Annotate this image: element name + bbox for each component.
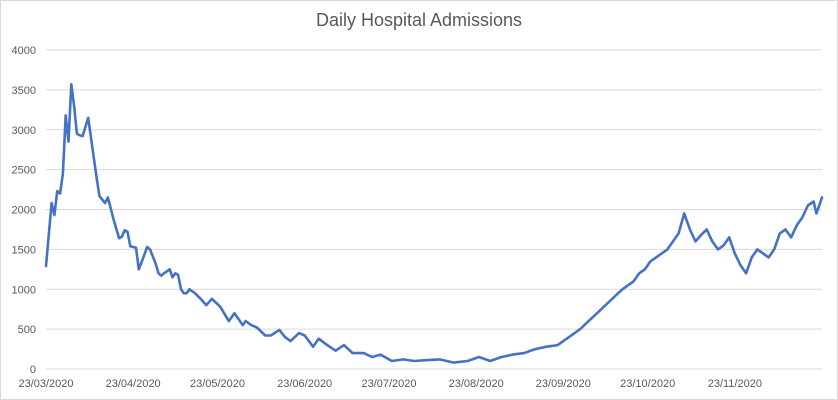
x-tick-label: 23/10/2020 [620, 378, 675, 390]
y-tick-label: 1500 [12, 244, 36, 256]
series-line-0 [44, 83, 824, 364]
x-tick-label: 23/11/2020 [708, 378, 762, 390]
y-tick-label: 3500 [12, 85, 36, 97]
x-tick-label: 23/04/2020 [106, 378, 161, 390]
y-tick-label: 2000 [12, 205, 36, 217]
y-axis-tick-labels: 0 500 1000 1500 2000 2500 3000 3500 4000 [12, 45, 36, 376]
x-tick-label: 23/06/2020 [277, 378, 332, 390]
x-tick-label: 23/05/2020 [190, 378, 245, 390]
y-tick-label: 0 [30, 364, 36, 376]
y-tick-label: 3000 [12, 125, 36, 137]
chart-title: Daily Hospital Admissions [315, 10, 523, 30]
y-tick-label: 1000 [12, 284, 36, 296]
y-tick-label: 2500 [12, 165, 36, 177]
gridlines [46, 49, 822, 370]
x-tick-label: 23/03/2020 [18, 378, 73, 390]
y-tick-label: 4000 [12, 45, 36, 57]
y-tick-label: 500 [18, 324, 36, 336]
x-axis-tick-labels: 23/03/2020 23/04/2020 23/05/2020 23/06/2020… [18, 378, 761, 390]
x-tick-label: 23/08/2020 [449, 378, 504, 390]
series-layer [44, 83, 824, 364]
x-tick-label: 23/07/2020 [361, 378, 416, 390]
x-tick-label: 23/09/2020 [536, 378, 591, 390]
